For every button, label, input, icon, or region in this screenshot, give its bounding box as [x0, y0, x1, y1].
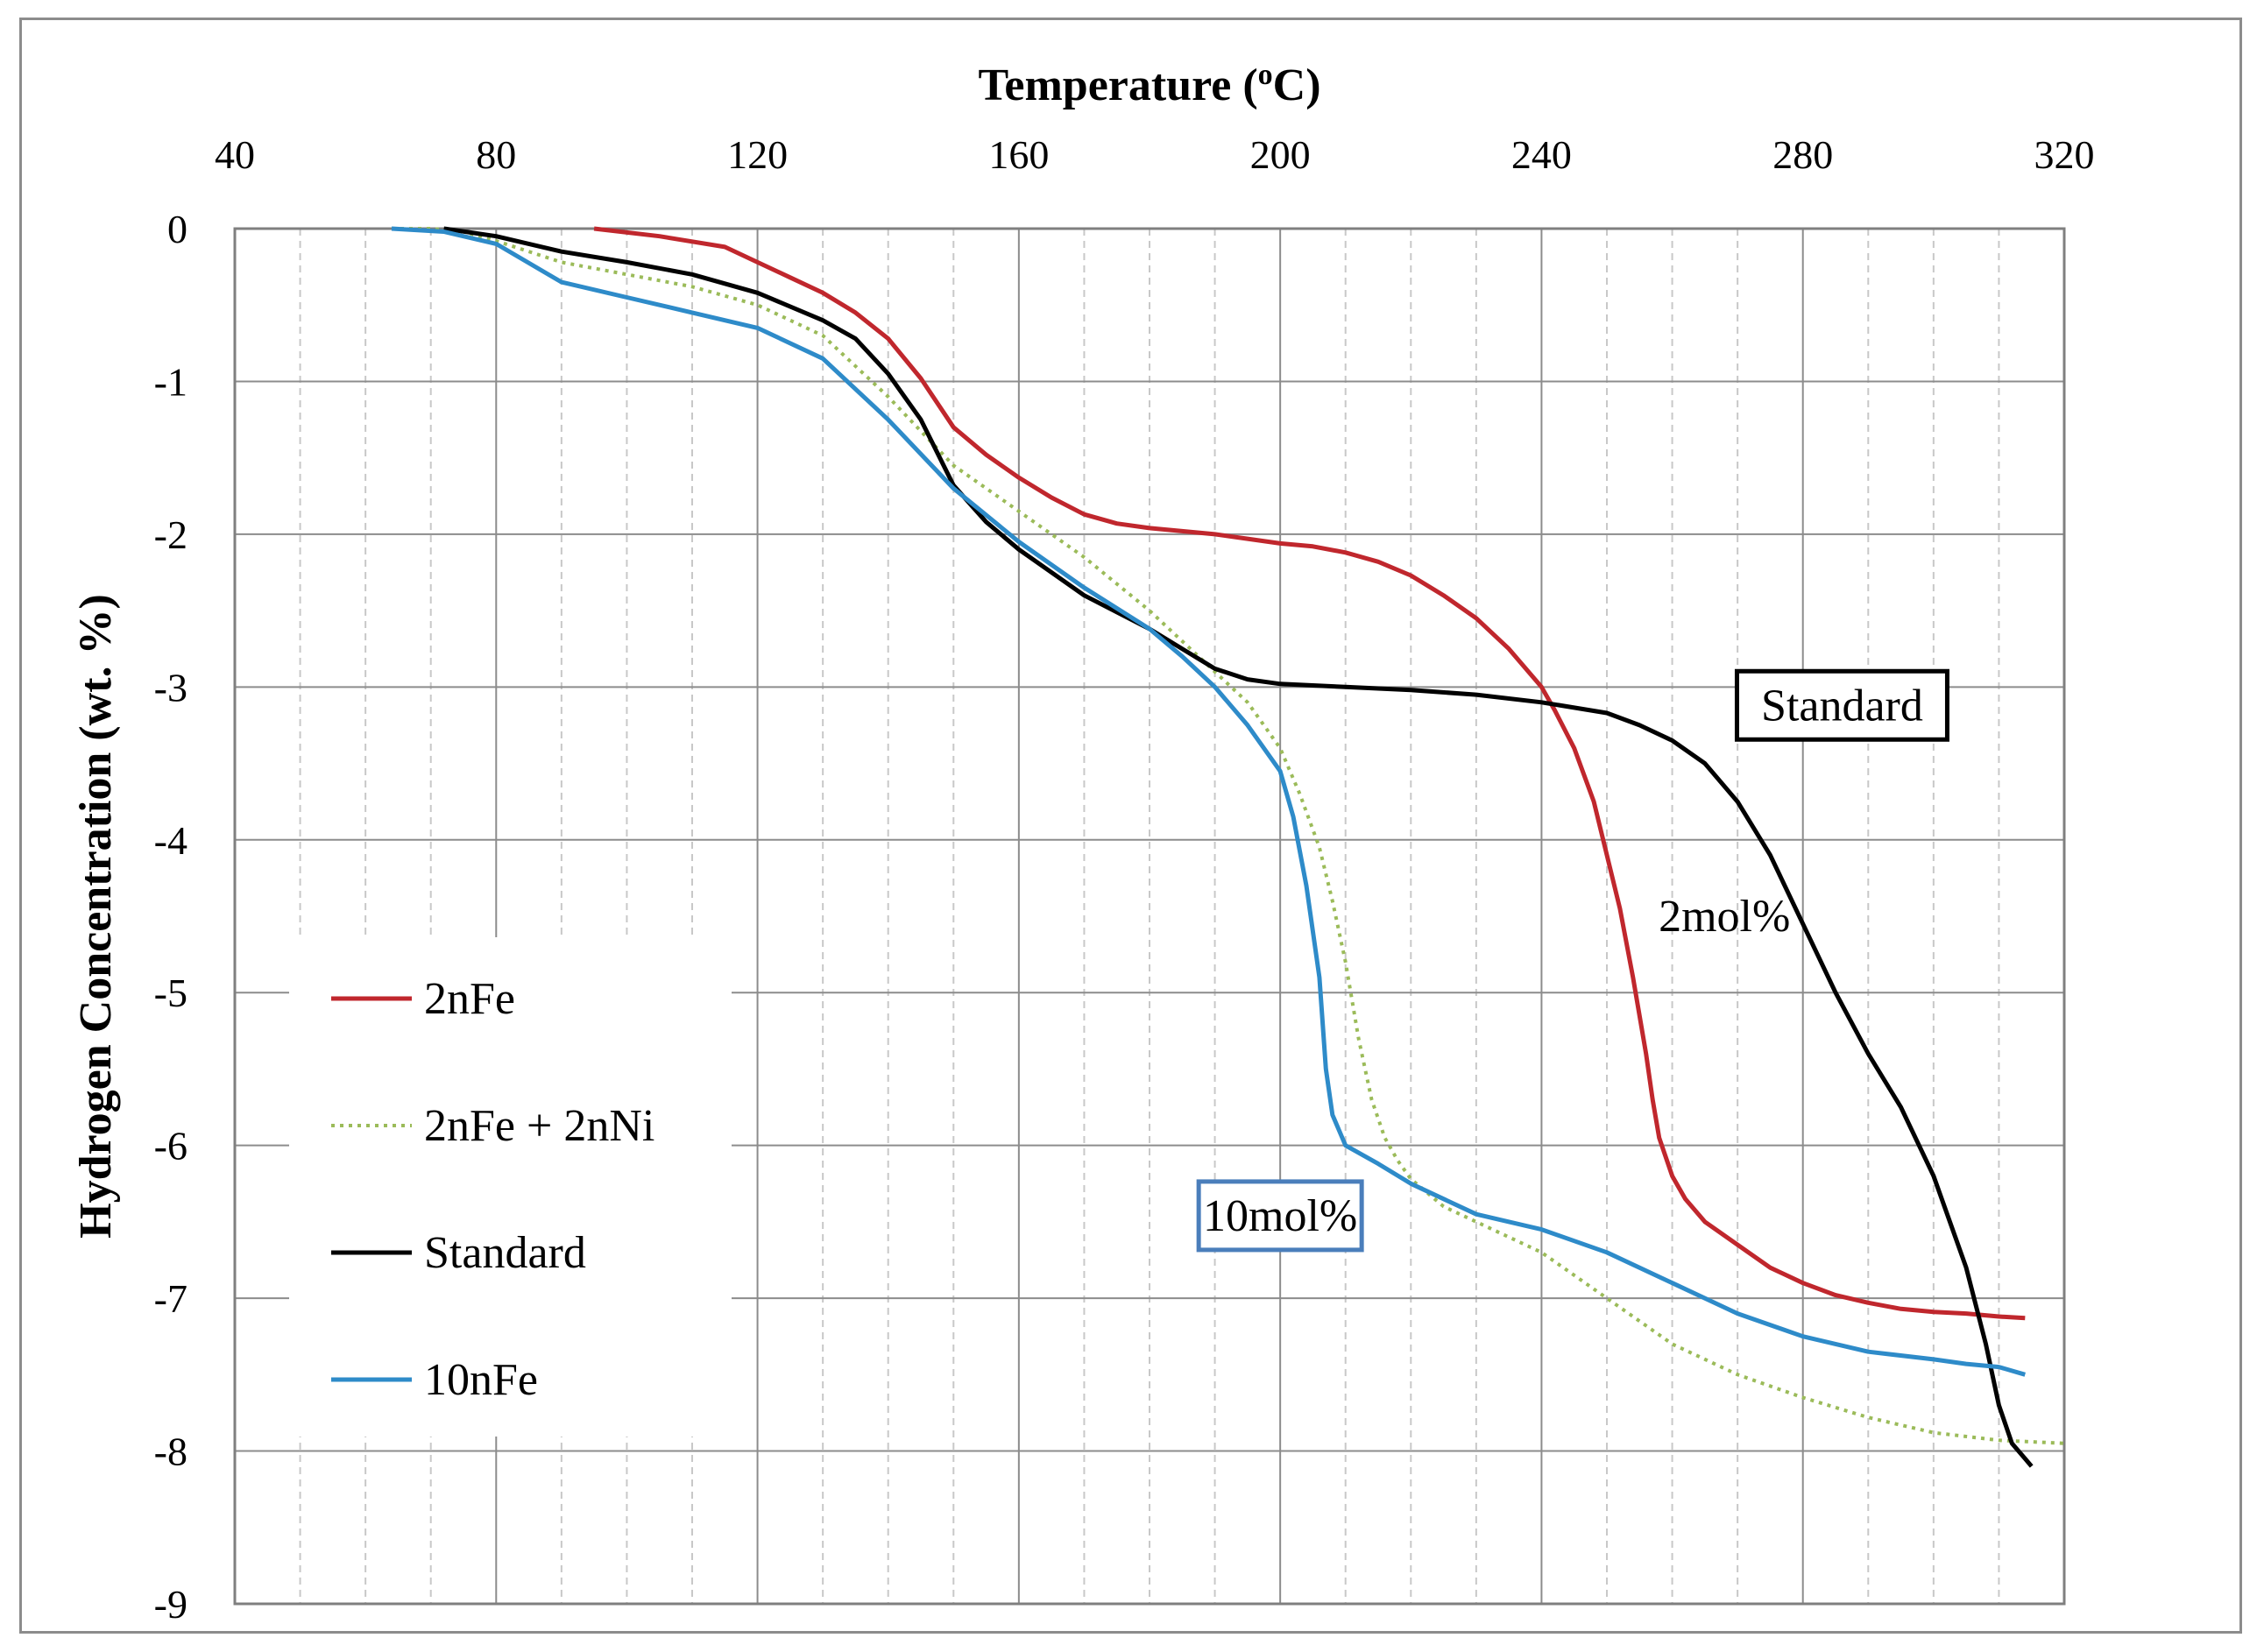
- legend-label-10nfe: 10nFe: [424, 1355, 538, 1405]
- minor-gridlines: [299, 229, 2000, 1604]
- y-tick-label: -1: [154, 359, 187, 404]
- annotations: Standard 2mol% 10mol%: [1196, 668, 1949, 1253]
- y-tick-label: -8: [154, 1430, 187, 1474]
- annotation-text: Standard: [1761, 681, 1923, 731]
- legend-label-2nfe: 2nFe: [424, 974, 515, 1024]
- annotation-2mol-: 2mol%: [1659, 892, 1790, 942]
- x-tick-label: 120: [727, 132, 788, 177]
- series-line-10nfe: [391, 226, 2026, 1377]
- annotation-10mol-: 10mol%: [1196, 1179, 1364, 1253]
- annotation-text: 10mol%: [1203, 1191, 1357, 1241]
- series-layer: [391, 226, 2065, 1468]
- series-line-standard: [443, 226, 2034, 1468]
- y-tick-label: -9: [154, 1582, 187, 1627]
- x-tick-label: 320: [2034, 132, 2095, 177]
- x-axis-ticks: 40 80 120 160 200 240 280 320: [215, 132, 2095, 177]
- x-tick-label: 160: [988, 132, 1049, 177]
- annotation-standard: Standard: [1734, 668, 1949, 742]
- series-line-2nfe-2nni: [392, 227, 2065, 1445]
- series-line-2nfe: [593, 226, 2026, 1321]
- y-tick-label: -2: [154, 512, 187, 557]
- x-tick-label: 200: [1250, 132, 1311, 177]
- legend-label-standard: Standard: [424, 1228, 586, 1278]
- x-axis-title: Temperature (oC): [978, 59, 1320, 110]
- y-tick-label: -4: [154, 818, 187, 863]
- y-axis-ticks: 0 -1 -2 -3 -4 -5 -6 -7 -8 -9: [154, 207, 187, 1627]
- y-tick-label: -7: [154, 1276, 187, 1321]
- x-tick-label: 280: [1772, 132, 1833, 177]
- x-tick-label: 240: [1511, 132, 1572, 177]
- x-tick-label: 80: [476, 132, 516, 177]
- y-axis-title: Hydrogen Concentration (wt. %): [71, 594, 121, 1239]
- plot-border: [233, 227, 2066, 1606]
- legend-background: [289, 937, 732, 1437]
- x-axis-title-main: Temperature (: [978, 60, 1257, 110]
- y-tick-label: -5: [154, 971, 187, 1015]
- legend: 2nFe 2nFe + 2nNi Standard 10nFe: [289, 937, 732, 1437]
- y-tick-label: 0: [167, 207, 187, 251]
- annotation-text: 2mol%: [1659, 892, 1790, 942]
- y-tick-label: -3: [154, 665, 187, 710]
- annotation-box: [1196, 1179, 1364, 1253]
- x-axis-title-tail: C): [1273, 60, 1321, 110]
- y-tick-label: -6: [154, 1124, 187, 1168]
- annotation-box: [1734, 668, 1949, 742]
- x-axis-title-super: o: [1258, 59, 1273, 91]
- legend-label-2nfe-2nni: 2nFe + 2nNi: [424, 1101, 654, 1151]
- x-tick-label: 40: [215, 132, 255, 177]
